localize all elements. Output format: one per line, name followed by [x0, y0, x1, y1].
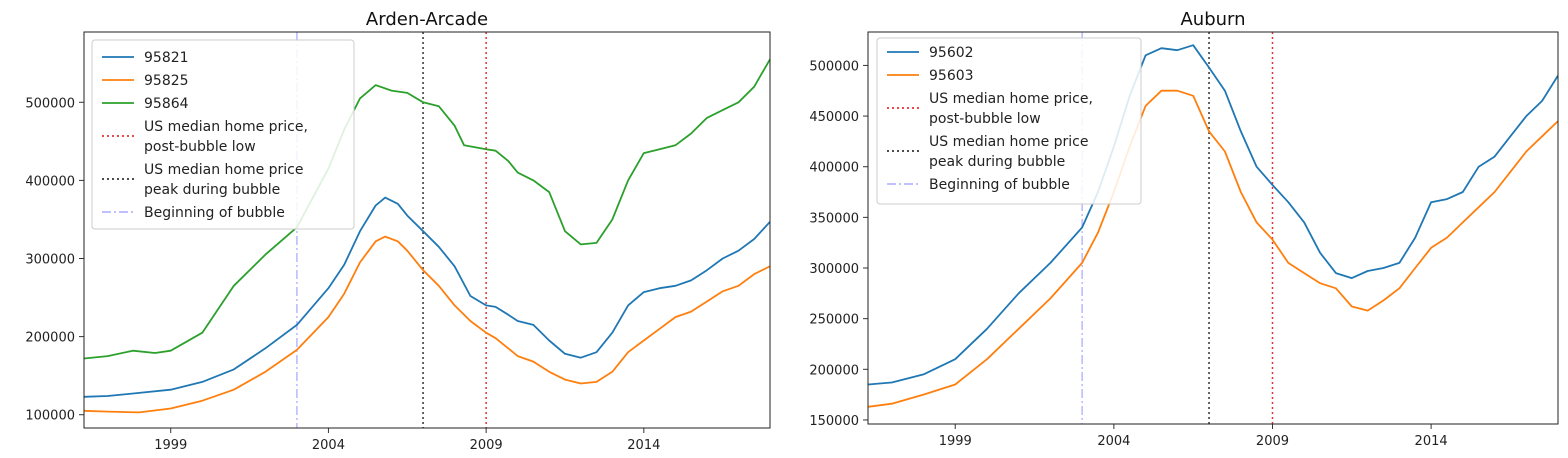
x-tick-label: 2014 — [1415, 434, 1448, 449]
y-tick-label: 450000 — [809, 110, 859, 125]
x-tick-label: 2004 — [312, 438, 345, 453]
chart-panel-2: Auburn 150000 200000 250000 300000 350000 4000… — [809, 9, 1559, 449]
series-line-95821 — [84, 196, 770, 398]
legend-label: Beginning of bubble — [144, 205, 285, 221]
y-tick-label: 400000 — [25, 174, 75, 189]
y-tick-label: 150000 — [809, 414, 859, 429]
y-tick-label: 200000 — [25, 331, 75, 346]
axes-frame — [867, 31, 1559, 425]
series-line-95602 — [868, 44, 1558, 386]
x-tick-label: 2009 — [470, 438, 503, 453]
legend-label: US median home price, — [144, 119, 308, 135]
y-tick-label: 300000 — [809, 262, 859, 277]
x-tick-label: 1999 — [939, 434, 972, 449]
x-tick-label: 2014 — [627, 438, 660, 453]
y-tick-label: 400000 — [809, 161, 859, 176]
axes-frame — [83, 31, 771, 429]
series-line-95603 — [868, 89, 1558, 408]
series-line-95825 — [84, 235, 770, 414]
legend-label: post-bubble low — [929, 111, 1041, 127]
legend-label: 95603 — [929, 68, 974, 84]
legend: 95821 95825 95864 US median home price, post… — [91, 39, 355, 230]
legend-label: US median home price, — [929, 91, 1093, 107]
legend-label: US median home price — [929, 134, 1089, 150]
legend-label: post-bubble low — [144, 139, 256, 155]
y-tick-label: 300000 — [25, 253, 75, 268]
legend: 95602 95603 US median home price, post-bubb… — [876, 37, 1142, 205]
legend-label: 95821 — [144, 50, 189, 66]
legend-label: US median home price — [144, 162, 304, 178]
chart-panel-1: Arden-Arcade 100000 200000 300000 400000 5000… — [25, 9, 771, 453]
legend-label: Beginning of bubble — [929, 177, 1070, 193]
x-tick-label: 1999 — [154, 438, 187, 453]
y-tick-label: 200000 — [809, 363, 859, 378]
legend-box — [91, 39, 355, 230]
legend-label: peak during bubble — [929, 154, 1065, 170]
y-tick-label: 350000 — [809, 211, 859, 226]
y-tick-label: 500000 — [25, 96, 75, 111]
x-tick-label: 2009 — [1256, 434, 1289, 449]
y-tick-label: 250000 — [809, 313, 859, 328]
x-tick-label: 2004 — [1097, 434, 1130, 449]
y-tick-label: 100000 — [25, 409, 75, 424]
legend-label: 95864 — [144, 96, 189, 112]
series-line-95864 — [84, 58, 770, 360]
chart-title: Arden-Arcade — [366, 9, 488, 30]
legend-label: 95825 — [144, 73, 189, 89]
legend-box — [876, 37, 1142, 205]
y-tick-label: 500000 — [809, 59, 859, 74]
legend-label: peak during bubble — [144, 182, 280, 198]
chart-title: Auburn — [1180, 9, 1245, 30]
legend-label: 95602 — [929, 45, 974, 61]
